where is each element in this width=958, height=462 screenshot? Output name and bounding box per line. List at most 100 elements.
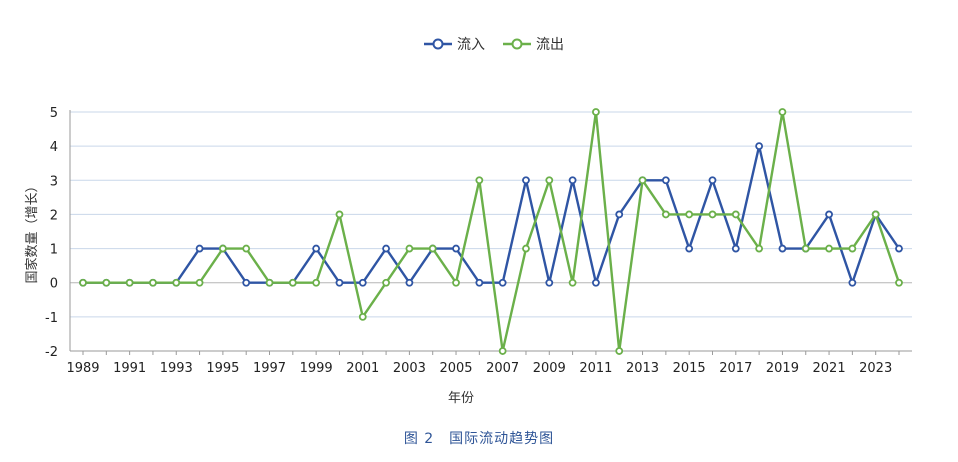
data-point bbox=[895, 278, 903, 287]
data-point bbox=[825, 244, 833, 253]
x-tick-label: 2001 bbox=[346, 361, 379, 376]
data-point bbox=[848, 244, 857, 253]
data-point bbox=[382, 244, 390, 253]
figure-caption: 图 2 国际流动趋势图 bbox=[404, 431, 554, 447]
data-point bbox=[79, 278, 87, 287]
x-tick-label: 2023 bbox=[859, 361, 892, 376]
data-point bbox=[288, 278, 297, 287]
y-tick-label: -1 bbox=[45, 311, 58, 326]
data-point bbox=[592, 108, 600, 116]
series-layer bbox=[79, 108, 903, 355]
x-tick-label: 2015 bbox=[673, 361, 706, 376]
x-tick-label: 2017 bbox=[719, 361, 752, 376]
data-point bbox=[195, 278, 204, 287]
legend-marker bbox=[511, 38, 523, 50]
data-point bbox=[731, 210, 740, 219]
data-point bbox=[592, 278, 600, 287]
y-tick-label: 1 bbox=[50, 243, 58, 258]
data-point bbox=[172, 278, 181, 287]
x-tick-label: 2021 bbox=[813, 361, 846, 376]
x-tick-label: 2007 bbox=[486, 361, 519, 376]
data-point bbox=[428, 244, 437, 253]
x-tick-label: 1997 bbox=[253, 361, 286, 376]
legend-marker bbox=[432, 38, 444, 50]
data-point bbox=[195, 244, 204, 253]
data-point bbox=[755, 244, 764, 253]
gridlines bbox=[70, 111, 912, 352]
legend-item: 流入 bbox=[424, 37, 485, 53]
y-tick-label: 3 bbox=[50, 174, 58, 189]
legend-label: 流入 bbox=[457, 37, 485, 53]
data-point bbox=[708, 176, 717, 185]
data-point bbox=[615, 210, 624, 219]
data-point bbox=[848, 278, 857, 287]
data-point bbox=[568, 278, 577, 287]
data-point bbox=[731, 244, 740, 253]
x-tick-label: 2011 bbox=[579, 361, 612, 376]
y-axis-title: 国家数量（增长） bbox=[24, 179, 40, 283]
data-point bbox=[545, 176, 554, 185]
data-point bbox=[685, 244, 694, 253]
data-point bbox=[708, 210, 717, 219]
x-tick-label: 1995 bbox=[206, 361, 239, 376]
x-tick-label: 2003 bbox=[393, 361, 426, 376]
x-tick-label: 2013 bbox=[626, 361, 659, 376]
x-tick-label: 2019 bbox=[766, 361, 799, 376]
y-tick-label: -2 bbox=[45, 345, 58, 360]
series-outflow bbox=[79, 108, 903, 355]
data-point bbox=[871, 210, 880, 219]
y-tick-label: 2 bbox=[50, 208, 58, 223]
data-point bbox=[638, 176, 647, 185]
axes: -2 -1 0 1 2 3 4 5 1989 1991 1993 1995 1997 1999 2001 20… bbox=[45, 106, 912, 376]
data-point bbox=[265, 278, 274, 287]
data-point bbox=[895, 244, 903, 253]
data-point bbox=[825, 210, 833, 219]
x-tick-label: 1989 bbox=[66, 361, 99, 376]
data-point bbox=[218, 244, 227, 253]
data-point bbox=[615, 347, 624, 355]
data-point bbox=[125, 278, 134, 287]
y-tick-label: 0 bbox=[50, 277, 58, 292]
series-line bbox=[83, 110, 901, 353]
data-point bbox=[242, 278, 251, 287]
data-point bbox=[452, 244, 460, 253]
data-point bbox=[335, 278, 344, 287]
data-point bbox=[801, 244, 810, 253]
data-point bbox=[102, 278, 111, 287]
data-point bbox=[312, 244, 321, 253]
legend-item: 流出 bbox=[503, 37, 564, 53]
data-point bbox=[661, 176, 670, 185]
legend-label: 流出 bbox=[536, 37, 564, 53]
data-point bbox=[405, 278, 414, 287]
data-point bbox=[335, 210, 344, 219]
data-point bbox=[358, 312, 367, 321]
x-tick-label: 1991 bbox=[113, 361, 146, 376]
data-point bbox=[149, 278, 157, 287]
data-point bbox=[242, 244, 251, 253]
data-point bbox=[545, 278, 554, 287]
data-point bbox=[522, 176, 530, 185]
data-point bbox=[475, 176, 484, 185]
data-point bbox=[778, 108, 787, 116]
data-point bbox=[498, 278, 507, 287]
y-tick-label: 5 bbox=[50, 106, 58, 121]
data-point bbox=[522, 244, 530, 253]
data-point bbox=[778, 244, 787, 253]
data-point bbox=[475, 278, 484, 287]
data-point bbox=[661, 210, 670, 219]
data-point bbox=[498, 347, 507, 355]
y-tick-label: 4 bbox=[50, 140, 58, 155]
data-point bbox=[312, 278, 321, 287]
data-point bbox=[568, 176, 577, 185]
x-tick-label: 1999 bbox=[300, 361, 333, 376]
legend: 流入 流出 bbox=[424, 37, 564, 53]
data-point bbox=[405, 244, 414, 253]
data-point bbox=[755, 142, 764, 151]
x-tick-label: 2009 bbox=[533, 361, 566, 376]
data-point bbox=[685, 210, 694, 219]
data-point bbox=[382, 278, 390, 287]
x-axis-title: 年份 bbox=[448, 391, 474, 406]
data-point bbox=[452, 278, 460, 287]
